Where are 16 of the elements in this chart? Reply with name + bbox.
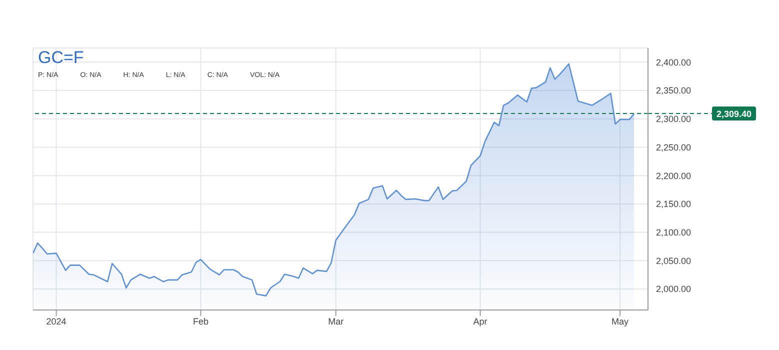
y-tick-label: 2,000.00 (656, 284, 692, 294)
y-tick-label: 2,100.00 (656, 228, 692, 238)
y-tick-label: 2,050.00 (656, 256, 692, 266)
x-tick-label: Apr (473, 316, 488, 326)
y-tick-label: 2,300.00 (656, 114, 692, 124)
y-tick-label: 2,400.00 (656, 57, 692, 68)
x-tick-label: May (612, 316, 630, 326)
x-tick-label: Feb (192, 316, 208, 326)
x-tick-label: Mar (328, 316, 344, 326)
ref-line-label: 2,309.40 (716, 109, 752, 120)
x-tick-label: 2024 (46, 316, 66, 326)
y-tick-label: 2,350.00 (656, 86, 692, 96)
chart-title: GC=F (38, 48, 84, 68)
y-tick-label: 2,250.00 (656, 142, 692, 152)
y-tick-label: 2,150.00 (656, 199, 692, 210)
y-tick-label: 2,200.00 (656, 170, 692, 181)
